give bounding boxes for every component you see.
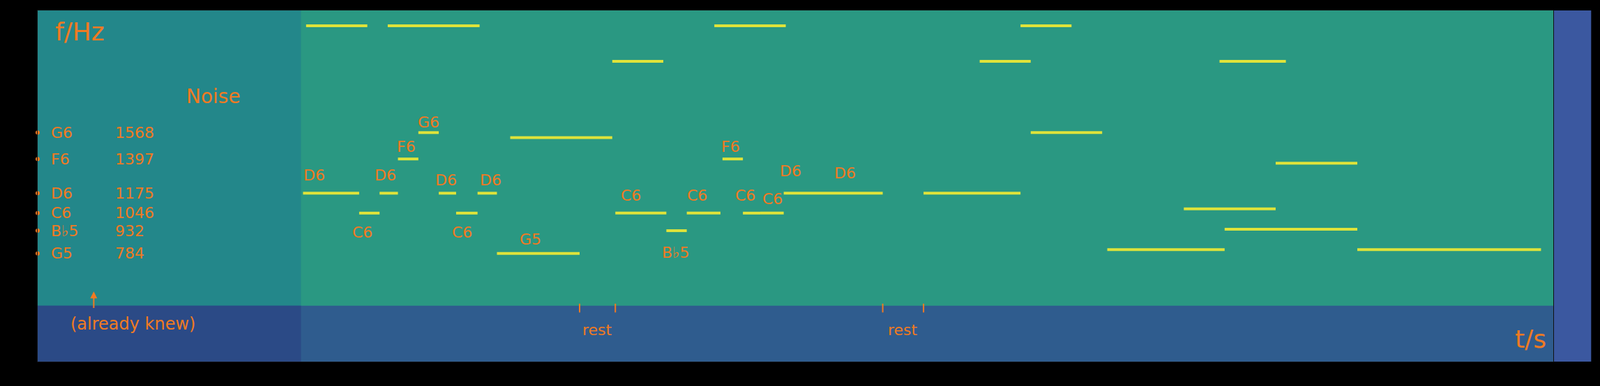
- svg-text:G6: G6: [417, 113, 440, 132]
- svg-text:D6: D6: [50, 184, 73, 203]
- svg-text:t/s: t/s: [1514, 325, 1547, 354]
- svg-text:C6: C6: [735, 186, 756, 205]
- svg-text:C6: C6: [687, 186, 708, 205]
- svg-text:(already knew): (already knew): [70, 314, 196, 335]
- svg-text:D6: D6: [479, 171, 502, 190]
- svg-text:G5: G5: [519, 230, 542, 249]
- svg-text:1175: 1175: [115, 184, 155, 203]
- svg-text:B♭5: B♭5: [661, 244, 690, 262]
- svg-text:784: 784: [115, 244, 145, 263]
- svg-text:D6: D6: [374, 166, 397, 185]
- svg-text:C6: C6: [762, 190, 783, 208]
- svg-text:G5: G5: [50, 244, 73, 263]
- svg-text:Noise: Noise: [186, 85, 241, 109]
- svg-text:D6: D6: [303, 166, 326, 185]
- svg-text:C6: C6: [50, 204, 72, 222]
- svg-text:F6: F6: [721, 138, 741, 156]
- svg-text:F6: F6: [50, 150, 70, 169]
- svg-text:f/Hz: f/Hz: [55, 17, 105, 47]
- svg-text:C6: C6: [620, 186, 641, 205]
- svg-text:D6: D6: [779, 162, 802, 180]
- svg-text:F6: F6: [396, 138, 416, 156]
- svg-text:C6: C6: [352, 223, 373, 242]
- svg-text:rest: rest: [887, 321, 918, 339]
- svg-text:1568: 1568: [115, 124, 155, 142]
- svg-text:D6: D6: [834, 164, 856, 183]
- svg-text:G6: G6: [50, 124, 73, 142]
- svg-text:B♭5: B♭5: [50, 222, 79, 240]
- svg-text:D6: D6: [435, 171, 457, 190]
- svg-text:C6: C6: [451, 223, 473, 242]
- svg-text:rest: rest: [582, 321, 613, 339]
- svg-text:1397: 1397: [115, 150, 155, 169]
- svg-text:1046: 1046: [115, 204, 155, 222]
- svg-text:932: 932: [115, 222, 145, 240]
